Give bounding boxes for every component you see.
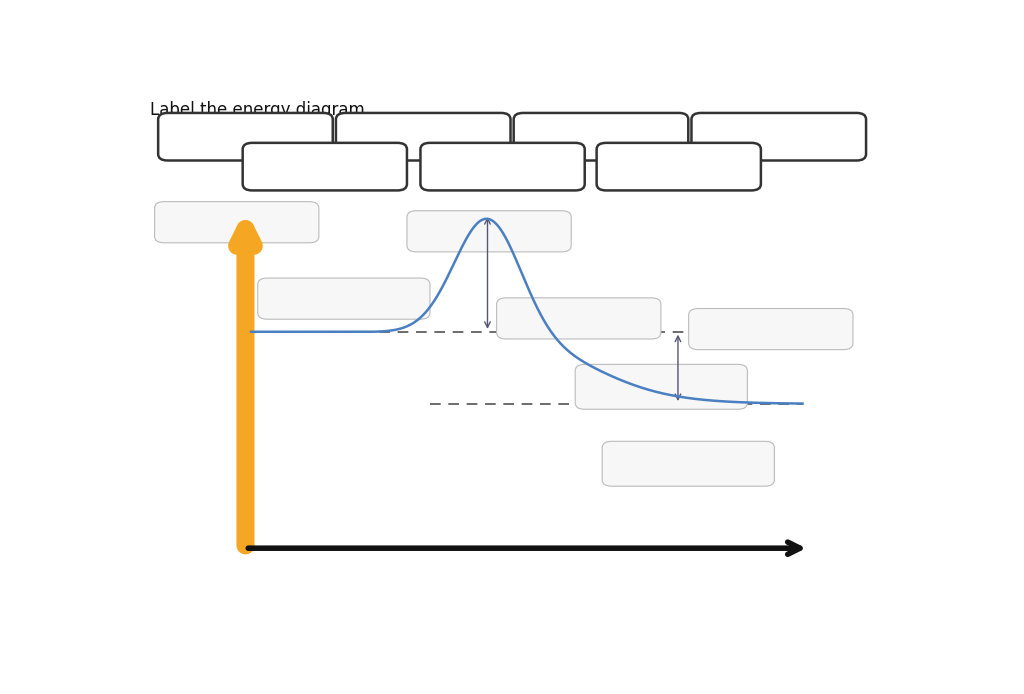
FancyBboxPatch shape [407, 211, 571, 252]
FancyBboxPatch shape [243, 143, 407, 190]
FancyBboxPatch shape [336, 113, 511, 160]
FancyBboxPatch shape [689, 309, 853, 350]
Text: Reaction coordinate: Reaction coordinate [702, 129, 855, 144]
Text: Energy of activation: Energy of activation [169, 129, 323, 144]
Text: Transition state: Transition state [620, 159, 737, 174]
Text: Reactants: Reactants [465, 159, 541, 174]
Text: Label the energy diagram.: Label the energy diagram. [151, 101, 371, 119]
FancyBboxPatch shape [514, 113, 688, 160]
FancyBboxPatch shape [155, 202, 318, 243]
Text: Energy: Energy [298, 159, 351, 174]
FancyBboxPatch shape [421, 143, 585, 190]
FancyBboxPatch shape [575, 364, 748, 409]
Text: Products: Products [390, 129, 457, 144]
FancyBboxPatch shape [258, 278, 430, 319]
Text: Enthalpy change: Enthalpy change [537, 129, 666, 144]
FancyBboxPatch shape [497, 298, 660, 339]
FancyBboxPatch shape [597, 143, 761, 190]
FancyBboxPatch shape [691, 113, 866, 160]
FancyBboxPatch shape [602, 441, 774, 486]
FancyBboxPatch shape [158, 113, 333, 160]
